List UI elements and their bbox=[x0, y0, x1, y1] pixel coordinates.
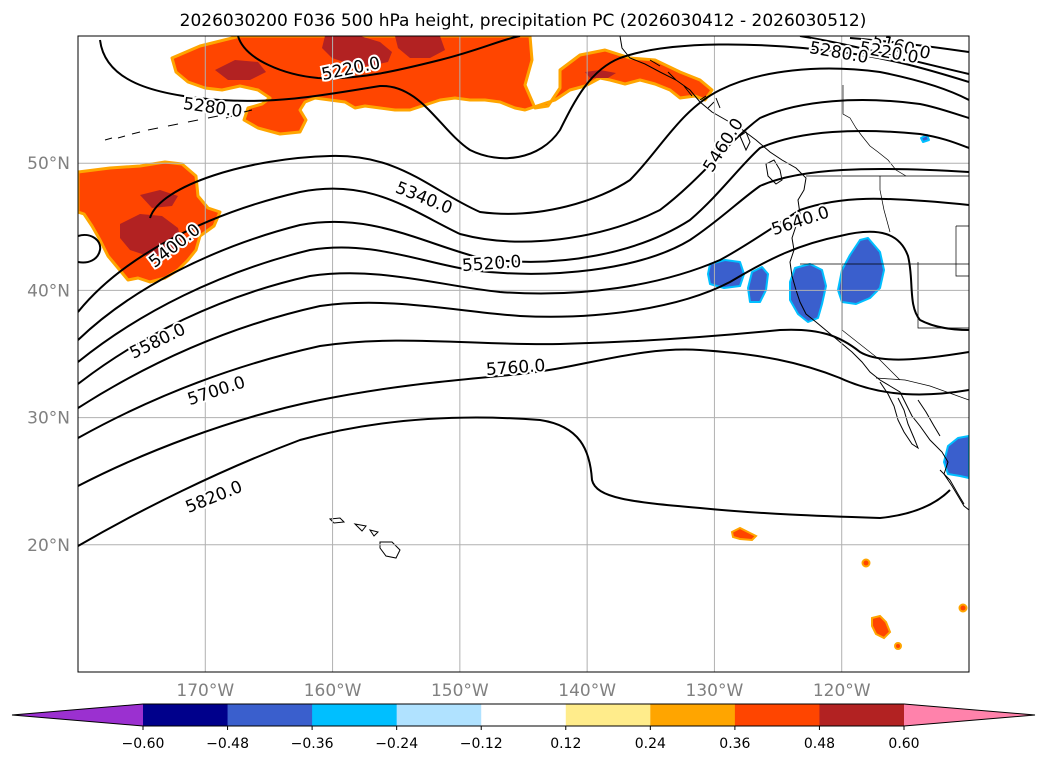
contour-5220-east bbox=[799, 36, 969, 75]
negative-anomaly bbox=[707, 134, 969, 479]
contour-5460 bbox=[78, 129, 969, 341]
lon-label: 140°W bbox=[558, 681, 616, 701]
contour-5760 bbox=[78, 348, 969, 487]
lat-label: 20°N bbox=[27, 536, 70, 556]
anomaly-core-west-1 bbox=[120, 214, 182, 256]
colorbar-tick-label: −0.36 bbox=[291, 736, 334, 752]
contour-5160 bbox=[849, 37, 969, 53]
colorbar-extend-low bbox=[12, 704, 143, 726]
north-america-coast bbox=[699, 101, 969, 511]
anomaly-fill-gulf-alaska bbox=[170, 36, 714, 136]
gulf-of-california bbox=[917, 399, 941, 437]
colorbar-tick-label: 0.60 bbox=[888, 736, 919, 752]
neg-anomaly-patch-4 bbox=[837, 237, 885, 305]
hawaii-big-island bbox=[379, 541, 401, 559]
colorbar-tick-label: 0.12 bbox=[550, 736, 581, 752]
alaska-islands bbox=[649, 59, 721, 109]
colorbar-tick-labels: −0.60 −0.48 −0.36 −0.24 −0.12 0.12 0.24 0.36 0.4… bbox=[122, 726, 920, 752]
colorbar-tick-label: −0.48 bbox=[206, 736, 249, 752]
aleutian-islands bbox=[104, 109, 253, 141]
haida-gwaii bbox=[739, 131, 751, 152]
positive-anomaly-spots bbox=[730, 526, 968, 650]
colorbar-segment bbox=[734, 704, 820, 726]
anomaly-core-gulf-alaska-2 bbox=[322, 36, 392, 66]
lat-label: 30°N bbox=[27, 409, 70, 429]
colorbar-segment bbox=[396, 704, 482, 726]
height-contours bbox=[78, 36, 969, 547]
colorbar-extend-high bbox=[904, 704, 1035, 726]
map-background bbox=[78, 36, 969, 672]
contour-5700 bbox=[78, 328, 969, 439]
contour-5520 bbox=[78, 167, 969, 363]
neg-anomaly-patch-6 bbox=[920, 134, 930, 143]
anomaly-core-gulf-alaska-3 bbox=[395, 36, 445, 58]
neg-anomaly-patch-1 bbox=[707, 259, 745, 289]
contour-label: 5760.0 bbox=[485, 356, 546, 380]
contour-5280 bbox=[99, 39, 969, 160]
longitude-labels: 170°W 160°W 150°W 140°W 130°W 120°W bbox=[176, 681, 870, 701]
neg-anomaly-patch-5 bbox=[943, 435, 969, 479]
figure-title: 2026030200 F036 500 hPa height, precipit… bbox=[180, 11, 867, 31]
colorbar-segment bbox=[819, 704, 905, 726]
state-border-3 bbox=[917, 262, 969, 329]
colorbar-segment bbox=[481, 704, 567, 726]
colorbar-segment bbox=[565, 704, 651, 726]
colorbar-tick-label: 0.48 bbox=[804, 736, 835, 752]
contour-5340 bbox=[149, 67, 969, 219]
colorbar-tick-label: 0.36 bbox=[719, 736, 750, 752]
contour-5640 bbox=[78, 230, 969, 409]
colorbar-tick-label: −0.60 bbox=[122, 736, 165, 752]
lon-label: 160°W bbox=[304, 681, 362, 701]
neg-anomaly-patch-3 bbox=[789, 263, 827, 323]
lon-label: 170°W bbox=[176, 681, 234, 701]
latitude-labels: 50°N 40°N 30°N 20°N bbox=[27, 154, 70, 556]
contour-5400 bbox=[78, 99, 969, 313]
map-area: 5160.05220.05220.05280.05280.05340.05400… bbox=[78, 36, 969, 672]
contour-5220-west bbox=[237, 36, 521, 80]
state-border-2 bbox=[879, 176, 891, 233]
mexico-coast bbox=[939, 469, 965, 505]
lon-label: 150°W bbox=[431, 681, 489, 701]
colorbar-tick-label: −0.12 bbox=[460, 736, 503, 752]
anomaly-spot-1 bbox=[730, 526, 758, 542]
anomaly-spot-2 bbox=[871, 614, 892, 640]
coastlines bbox=[104, 36, 969, 559]
lat-label: 50°N bbox=[27, 154, 70, 174]
state-border-5 bbox=[955, 225, 969, 277]
anomaly-spot-3 bbox=[861, 558, 871, 568]
contour-label: 5520.0 bbox=[461, 252, 522, 276]
alaska-coast bbox=[619, 36, 701, 103]
colorbar-tick-label: 0.24 bbox=[635, 736, 666, 752]
gridlines bbox=[78, 36, 969, 672]
colorbar-segment bbox=[312, 704, 398, 726]
colorbar-segment bbox=[650, 704, 736, 726]
colorbar-segment bbox=[227, 704, 313, 726]
anomaly-spot-5 bbox=[958, 603, 968, 613]
anomaly-core-west-2 bbox=[140, 190, 178, 208]
baja-peninsula bbox=[879, 381, 920, 450]
lon-label: 130°W bbox=[686, 681, 744, 701]
hawaii-maui bbox=[353, 523, 367, 532]
lon-label: 120°W bbox=[813, 681, 871, 701]
colorbar-segment bbox=[143, 704, 229, 726]
contour-5580 bbox=[78, 197, 969, 385]
hawaii-molokai bbox=[368, 529, 379, 537]
anomaly-spot-4 bbox=[894, 642, 902, 650]
anomaly-core-gulf-alaska-1 bbox=[215, 60, 266, 80]
vancouver-island bbox=[765, 159, 783, 185]
contour-5820 bbox=[78, 416, 951, 547]
lat-label: 40°N bbox=[27, 281, 70, 301]
colorbar-tick-label: −0.24 bbox=[375, 736, 418, 752]
positive-anomaly-west bbox=[78, 160, 222, 284]
map-frame bbox=[77, 35, 970, 673]
alaska-border bbox=[842, 85, 907, 177]
colorbar bbox=[11, 703, 1036, 727]
